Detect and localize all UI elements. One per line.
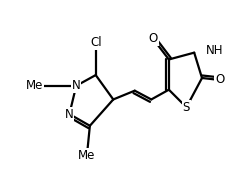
Text: N: N — [65, 108, 74, 121]
Text: N: N — [72, 79, 81, 92]
Text: Cl: Cl — [90, 36, 101, 49]
Text: NH: NH — [206, 44, 223, 57]
Text: Me: Me — [26, 79, 43, 92]
Text: O: O — [149, 33, 158, 45]
Text: Me: Me — [78, 149, 96, 161]
Text: S: S — [183, 101, 190, 114]
Text: O: O — [215, 74, 224, 86]
